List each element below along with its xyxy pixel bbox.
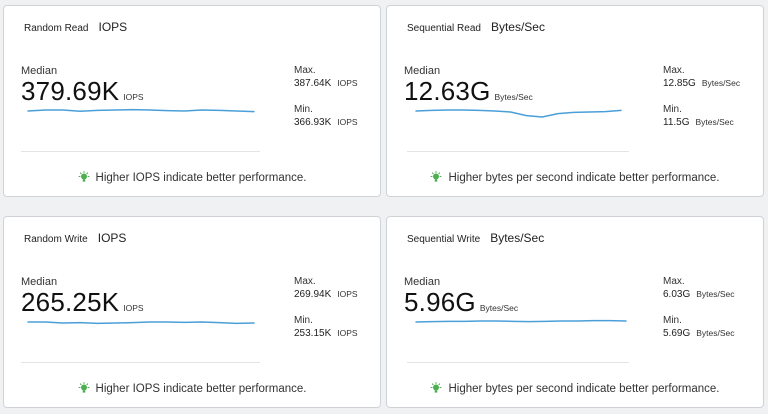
hint-text: Higher bytes per second indicate better … bbox=[448, 171, 720, 184]
median-unit: Bytes/Sec bbox=[494, 92, 533, 102]
divider bbox=[21, 151, 260, 152]
min-value: 366.93K IOPS bbox=[294, 117, 358, 128]
trend-sparkline bbox=[28, 311, 254, 331]
max-value: 387.64K IOPS bbox=[294, 78, 358, 89]
median-number: 379.69K bbox=[21, 76, 120, 106]
card-title: Sequential Read Bytes/Sec bbox=[407, 20, 545, 34]
trend-sparkline bbox=[28, 100, 254, 120]
median-unit: IOPS bbox=[123, 92, 144, 102]
card-name: Sequential Write bbox=[407, 234, 481, 245]
median-unit: IOPS bbox=[123, 303, 144, 313]
lightbulb-icon bbox=[430, 382, 442, 393]
min-label: Min. bbox=[294, 315, 313, 326]
hint-text: Higher IOPS indicate better performance. bbox=[95, 382, 307, 395]
max-unit: Bytes/Sec bbox=[701, 78, 741, 88]
card-sequential-read: Sequential Read Bytes/Sec Median 12.63G … bbox=[386, 5, 764, 197]
min-value: 5.69G Bytes/Sec bbox=[663, 328, 735, 339]
trend-line bbox=[28, 322, 254, 323]
trend-sparkline bbox=[416, 311, 626, 331]
min-number: 5.69G bbox=[663, 328, 691, 339]
card-random-read: Random Read IOPS Median 379.69K IOPS Max… bbox=[3, 5, 381, 197]
lightbulb-icon bbox=[78, 382, 90, 393]
divider bbox=[21, 362, 260, 363]
hint-text: Higher bytes per second indicate better … bbox=[448, 382, 720, 395]
card-unit: IOPS bbox=[98, 20, 128, 34]
min-label: Min. bbox=[294, 104, 313, 115]
min-unit: IOPS bbox=[337, 328, 358, 338]
performance-hint: Higher bytes per second indicate better … bbox=[387, 382, 763, 395]
max-unit: Bytes/Sec bbox=[696, 289, 735, 299]
performance-hint: Higher IOPS indicate better performance. bbox=[4, 382, 380, 395]
card-random-write: Random Write IOPS Median 265.25K IOPS Ma… bbox=[3, 216, 381, 408]
trend-sparkline bbox=[416, 100, 621, 120]
median-number: 265.25K bbox=[21, 287, 120, 317]
max-label: Max. bbox=[663, 65, 685, 76]
card-title: Sequential Write Bytes/Sec bbox=[407, 231, 544, 245]
card-unit: IOPS bbox=[97, 231, 127, 245]
max-number: 12.85G bbox=[663, 78, 696, 89]
lightbulb-icon bbox=[430, 171, 442, 182]
min-unit: Bytes/Sec bbox=[696, 328, 735, 338]
min-unit: IOPS bbox=[337, 117, 358, 127]
min-number: 11.5G bbox=[663, 117, 690, 128]
lightbulb-icon bbox=[78, 171, 90, 182]
median-label: Median bbox=[404, 65, 441, 77]
trend-line bbox=[416, 110, 621, 117]
max-unit: IOPS bbox=[337, 78, 358, 88]
divider bbox=[407, 362, 629, 363]
median-label: Median bbox=[21, 276, 58, 288]
card-title: Random Write IOPS bbox=[24, 231, 126, 245]
median-value: 265.25K IOPS bbox=[21, 287, 144, 318]
card-sequential-write: Sequential Write Bytes/Sec Median 5.96G … bbox=[386, 216, 764, 408]
min-label: Min. bbox=[663, 315, 682, 326]
max-unit: IOPS bbox=[337, 289, 358, 299]
card-unit: Bytes/Sec bbox=[490, 231, 545, 245]
card-name: Random Read bbox=[24, 23, 89, 34]
max-number: 6.03G bbox=[663, 289, 691, 300]
trend-line bbox=[28, 110, 254, 112]
median-value: 379.69K IOPS bbox=[21, 76, 144, 107]
min-number: 253.15K bbox=[294, 328, 332, 339]
min-value: 253.15K IOPS bbox=[294, 328, 358, 339]
median-label: Median bbox=[404, 276, 441, 288]
median-value: 5.96G Bytes/Sec bbox=[404, 287, 518, 318]
card-name: Random Write bbox=[24, 234, 88, 245]
divider bbox=[407, 151, 629, 152]
min-label: Min. bbox=[663, 104, 682, 115]
max-label: Max. bbox=[294, 65, 316, 76]
median-number: 5.96G bbox=[404, 287, 476, 317]
min-unit: Bytes/Sec bbox=[695, 117, 734, 127]
max-number: 387.64K bbox=[294, 78, 332, 89]
median-label: Median bbox=[21, 65, 58, 77]
median-number: 12.63G bbox=[404, 76, 491, 106]
trend-line bbox=[416, 321, 626, 322]
median-unit: Bytes/Sec bbox=[479, 303, 519, 313]
max-label: Max. bbox=[294, 276, 316, 287]
card-unit: Bytes/Sec bbox=[490, 20, 545, 34]
card-name: Sequential Read bbox=[407, 23, 481, 34]
min-number: 366.93K bbox=[294, 117, 332, 128]
max-label: Max. bbox=[663, 276, 685, 287]
performance-hint: Higher IOPS indicate better performance. bbox=[4, 171, 380, 184]
card-title: Random Read IOPS bbox=[24, 20, 127, 34]
min-value: 11.5G Bytes/Sec bbox=[663, 117, 734, 128]
max-value: 269.94K IOPS bbox=[294, 289, 358, 300]
max-value: 6.03G Bytes/Sec bbox=[663, 289, 735, 300]
max-value: 12.85G Bytes/Sec bbox=[663, 78, 740, 89]
hint-text: Higher IOPS indicate better performance. bbox=[95, 171, 307, 184]
performance-hint: Higher bytes per second indicate better … bbox=[387, 171, 763, 184]
median-value: 12.63G Bytes/Sec bbox=[404, 76, 533, 107]
max-number: 269.94K bbox=[294, 289, 332, 300]
